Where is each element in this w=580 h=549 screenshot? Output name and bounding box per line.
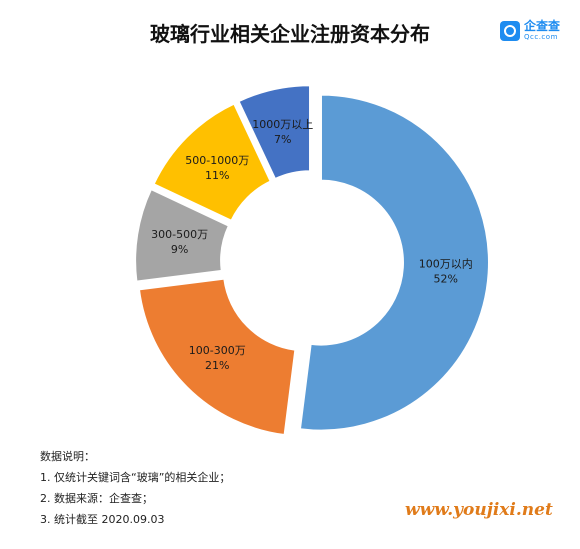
donut-slice-2 (134, 187, 231, 283)
donut-slice-0 (298, 93, 490, 432)
slice-percent-label: 9% (171, 243, 188, 256)
data-notes: 数据说明： 1. 仅统计关键词含“玻璃”的相关企业； 2. 数据来源：企查查； … (40, 446, 230, 530)
logo-sub: Qcc.com (524, 33, 558, 41)
slice-category-label: 100万以内 (419, 256, 473, 270)
qichacha-logo: 企查查 Qcc.com (500, 20, 560, 41)
watermark: www.youjixi.net (405, 500, 553, 520)
notes-item: 2. 数据来源：企查查； (40, 492, 153, 505)
logo-name: 企查查 (524, 19, 561, 33)
donut-slice-3 (152, 102, 273, 223)
slice-category-label: 500-1000万 (185, 154, 249, 167)
slice-category-label: 100-300万 (189, 344, 246, 357)
qichacha-logo-icon (500, 20, 520, 41)
donut-labels: 100万以内 52% 100-300万 21% 300-500万 9% 500-1000万 1… (151, 118, 473, 372)
slice-percent-label: 21% (205, 359, 229, 372)
donut-slice-1 (137, 277, 297, 437)
slice-category-label: 1000万以上 (252, 118, 313, 131)
notes-item: 3. 统计截至 2020.09.03 (40, 513, 165, 526)
slice-category-label: 300-500万 (151, 228, 208, 241)
notes-heading: 数据说明： (40, 450, 95, 463)
notes-item: 1. 仅统计关键词含“玻璃”的相关企业； (40, 471, 231, 484)
chart-title: 玻璃行业相关企业注册资本分布 (150, 22, 430, 46)
slice-percent-label: 52% (434, 272, 458, 285)
slice-percent-label: 7% (274, 133, 291, 146)
slice-percent-label: 11% (205, 169, 229, 182)
donut-slice-4 (237, 84, 312, 181)
donut-slices (134, 84, 490, 437)
